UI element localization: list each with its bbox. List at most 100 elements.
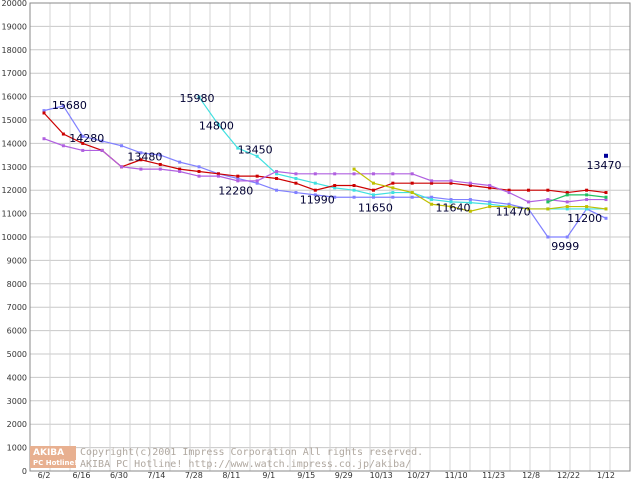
series-point xyxy=(139,167,143,171)
series-point xyxy=(42,137,46,141)
series-point xyxy=(468,201,472,205)
data-label: 11200 xyxy=(567,212,602,225)
series-point xyxy=(430,198,434,202)
series-point xyxy=(236,177,240,180)
x-tick-label: 10/27 xyxy=(407,471,430,480)
series-point xyxy=(391,181,395,185)
series-point xyxy=(158,153,162,157)
series-point xyxy=(333,186,337,190)
series-point xyxy=(565,193,569,197)
series-point xyxy=(546,207,550,211)
series-point xyxy=(546,235,550,239)
data-label: 15680 xyxy=(52,99,87,112)
series-point xyxy=(371,172,375,176)
series-point xyxy=(81,134,85,138)
x-tick-label: 12/22 xyxy=(557,471,580,480)
series-point xyxy=(333,172,337,176)
data-label: 11640 xyxy=(435,202,470,215)
series-point xyxy=(61,144,65,148)
series-point xyxy=(604,195,608,199)
series-point xyxy=(120,144,124,148)
series-point xyxy=(371,193,375,197)
series-point xyxy=(546,200,550,204)
series-point xyxy=(391,195,395,199)
grid-lines xyxy=(29,2,631,472)
series-point xyxy=(294,172,298,176)
y-tick-label: 7000 xyxy=(7,303,27,312)
series-point xyxy=(139,151,143,155)
y-tick-label: 14000 xyxy=(2,139,27,148)
series-point xyxy=(526,200,530,204)
series-point xyxy=(61,132,65,136)
series-point xyxy=(42,111,46,115)
series-point xyxy=(42,109,46,113)
y-tick-label: 1000 xyxy=(7,444,27,453)
x-axis: 6/2 6/16 6/30 7/14 7/28 8/11 9/1 9/15 9/29 10/13 1… xyxy=(38,471,615,480)
series-point xyxy=(255,174,259,178)
series-point xyxy=(585,193,589,197)
series-point xyxy=(585,188,589,192)
series-point xyxy=(178,160,182,164)
x-tick-label: 9/15 xyxy=(297,471,315,480)
series-point xyxy=(100,139,104,143)
series-point xyxy=(565,235,569,239)
series-line xyxy=(547,194,607,203)
y-tick-label: 10000 xyxy=(2,233,27,242)
series-point xyxy=(430,181,434,185)
series-point xyxy=(313,188,317,192)
series-point xyxy=(313,181,317,185)
watermark: AKIBA PC Hotline! Copyright(c)2001 Impre… xyxy=(30,446,423,470)
series-point xyxy=(178,167,182,171)
series-point xyxy=(81,141,85,145)
series-point xyxy=(371,188,375,192)
series-point xyxy=(158,167,162,171)
series-point xyxy=(197,169,201,173)
series-point xyxy=(449,181,453,185)
data-series xyxy=(42,95,608,239)
series-point xyxy=(81,148,85,152)
series-point xyxy=(197,165,201,169)
series-point xyxy=(507,205,511,209)
series-point xyxy=(488,205,492,209)
x-tick-label: 6/30 xyxy=(110,471,128,480)
x-tick-label: 9/1 xyxy=(262,471,275,480)
series-point xyxy=(61,104,65,108)
series-point xyxy=(313,193,317,197)
series-point xyxy=(255,154,259,158)
y-tick-label: 17000 xyxy=(2,69,27,78)
series-point xyxy=(449,205,453,209)
series-point xyxy=(371,181,375,185)
data-label: 11470 xyxy=(496,206,531,219)
series-point xyxy=(294,177,298,180)
series-point xyxy=(391,186,395,190)
plot-frame xyxy=(29,2,631,472)
data-label: 14800 xyxy=(199,120,234,133)
series-point xyxy=(352,167,356,171)
y-tick-label: 19000 xyxy=(2,22,27,31)
series-point xyxy=(275,172,279,176)
series-point xyxy=(468,209,472,213)
data-label: 13450 xyxy=(238,143,273,156)
y-tick-label: 8000 xyxy=(7,280,27,289)
series-point xyxy=(275,188,279,192)
series-point xyxy=(449,179,453,183)
series-point xyxy=(604,191,608,195)
series-point xyxy=(236,146,240,150)
series-point xyxy=(352,195,356,199)
series-point xyxy=(565,200,569,204)
series-point xyxy=(313,172,317,176)
series-point xyxy=(468,184,472,188)
series-point xyxy=(216,172,220,176)
data-label: 12280 xyxy=(218,185,253,198)
x-tick-label: 12/8 xyxy=(522,471,540,480)
y-tick-label: 20000 xyxy=(2,0,27,8)
series-point xyxy=(139,158,143,162)
series-point xyxy=(352,172,356,176)
data-label: 13480 xyxy=(127,151,162,164)
series-line xyxy=(43,112,607,194)
x-tick-label: 8/11 xyxy=(222,471,240,480)
data-label: 11650 xyxy=(358,201,393,214)
data-label: 13470 xyxy=(587,159,622,172)
data-labels: 15680 14280 13480 15980 14800 12280 13450 11990… xyxy=(52,92,622,253)
x-tick-label: 1/12 xyxy=(597,471,615,480)
